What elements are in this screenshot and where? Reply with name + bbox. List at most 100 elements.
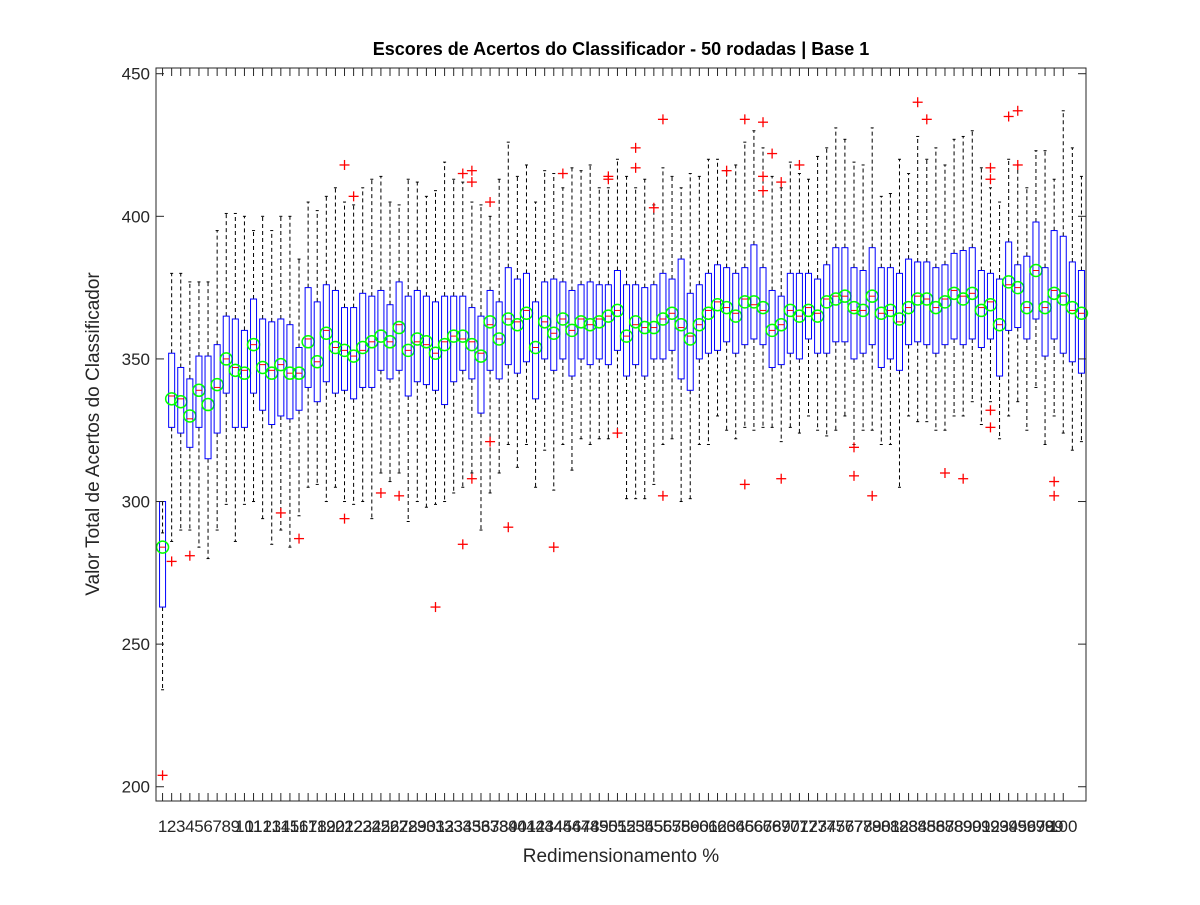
iqr-box [595,284,603,360]
box-30 [419,195,434,508]
iqr-box [177,366,185,434]
outlier-marker [603,174,614,185]
box-25 [374,175,388,498]
x-tick-label: 93 [990,817,1009,836]
iqr-box [350,307,358,400]
outlier-marker [657,114,668,125]
box-52 [619,175,634,500]
x-tick-label: 60 [690,817,709,836]
box-66 [747,130,761,431]
box-62 [710,158,725,417]
outlier-marker [985,174,996,185]
x-tick-label: 79 [863,817,882,836]
x-tick-label: 58 [672,817,691,836]
outlier-marker [767,148,778,159]
outlier-marker [166,556,177,567]
x-tick-label: 68 [763,817,782,836]
box-64 [728,164,743,440]
iqr-box [814,278,822,354]
outlier-marker [921,114,932,125]
outlier-marker [612,428,623,439]
outlier-marker [912,97,923,108]
outlier-marker [1049,490,1060,501]
x-tick-label: 27 [390,817,409,836]
x-tick-label: 34 [453,817,472,836]
x-tick-label: 52 [617,817,636,836]
outlier-marker [776,473,787,484]
iqr-box [459,295,467,371]
box-13 [264,230,279,545]
x-tick-label: 19 [317,817,336,836]
outlier-marker [1049,476,1060,487]
outlier-marker [794,159,805,170]
outlier-marker [939,468,950,479]
box-102 [1074,175,1089,443]
iqr-box [186,378,194,448]
outlier-marker [985,422,996,433]
outlier-marker [275,507,286,518]
x-tick-label: 30 [417,817,436,836]
x-tick-label: 71 [790,817,809,836]
x-tick-label: 80 [872,817,891,836]
iqr-box [568,289,576,377]
x-tick-label: 3 [176,817,185,836]
x-tick-label: 69 [772,817,791,836]
box-63 [719,165,734,431]
outlier-marker [457,168,468,179]
box-8 [219,212,233,505]
box-69 [774,177,788,484]
x-tick-label: 20 [326,817,345,836]
x-tick-label: 9 [231,817,240,836]
box-61 [701,158,716,445]
iqr-box [522,272,530,363]
outlier-marker [958,473,969,484]
x-axis-label: Redimensionamento % [523,846,720,867]
outlier-marker [375,487,386,498]
x-tick-label: 56 [653,817,672,836]
outlier-marker [466,473,477,484]
box-71 [792,159,807,434]
iqr-box [977,270,985,349]
y-tick-label: 300 [122,493,150,512]
iqr-box [532,301,540,400]
outlier-marker [394,490,405,501]
x-tick-label: 28 [399,817,418,836]
box-94 [1001,111,1016,417]
x-tick-label: 46 [563,817,582,836]
iqr-box [268,321,276,426]
x-tick-label: 98 [1036,817,1055,836]
x-tick-label: 88 [945,817,964,836]
x-tick-label: 84 [908,817,927,836]
box-45 [556,168,570,445]
x-tick-label: 82 [890,817,909,836]
x-tick-label: 4 [185,817,194,836]
x-tick-label: 85 [917,817,936,836]
x-tick-label: 31 [426,817,445,836]
boxes-group [155,97,1089,781]
iqr-box [804,272,813,340]
box-49 [592,187,607,440]
iqr-box [1050,230,1058,340]
x-tick-label: 6 [203,817,212,836]
box-95 [1011,105,1025,403]
outlier-marker [457,539,468,550]
iqr-box [886,267,894,360]
x-tick-label: 77 [845,817,864,836]
box-78 [856,164,870,431]
iqr-box [877,267,885,368]
x-tick-label: 100 [1049,817,1077,836]
outlier-marker [867,490,878,501]
iqr-box [204,355,212,460]
x-tick-label: 32 [435,817,454,836]
x-tick-label: 51 [608,817,627,836]
outlier-marker [985,162,996,173]
x-tick-label: 8 [222,817,231,836]
x-tick-label: 16 [290,817,309,836]
x-tick-label: 76 [835,817,854,836]
x-tick-label: 18 [308,817,327,836]
outlier-marker [485,436,496,447]
iqr-box [277,318,285,417]
outlier-marker [739,479,750,490]
